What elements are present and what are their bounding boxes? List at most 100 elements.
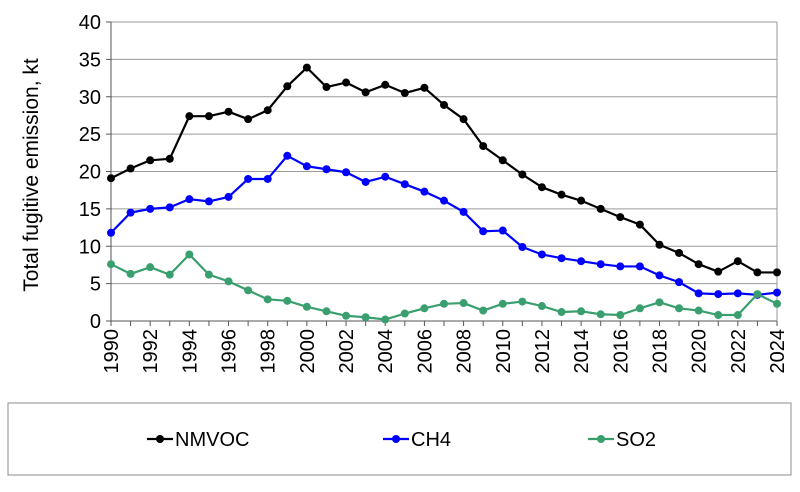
data-point-nmvoc [400, 89, 409, 98]
y-tick-label: 25 [79, 124, 101, 146]
legend-label: CH4 [411, 429, 451, 451]
data-point-nmvoc [616, 213, 625, 222]
data-point-nmvoc [185, 112, 194, 121]
legend-item-ch4: CH4 [383, 429, 451, 451]
x-tick-label: 2014 [571, 329, 593, 374]
axes [106, 21, 778, 326]
x-tick-label: 2000 [297, 329, 319, 374]
data-point-nmvoc [165, 154, 174, 163]
data-point-nmvoc [459, 115, 468, 124]
data-point-ch4 [459, 207, 468, 216]
data-point-ch4 [714, 290, 723, 299]
y-tick-label: 40 [79, 12, 101, 34]
data-point-nmvoc [283, 82, 292, 91]
series-so2 [107, 250, 781, 324]
x-tick-label: 2016 [610, 329, 632, 374]
data-point-so2 [537, 302, 546, 311]
data-point-ch4 [675, 278, 684, 287]
data-point-so2 [263, 295, 272, 304]
x-tick-label: 2006 [414, 329, 436, 374]
data-point-ch4 [557, 254, 566, 263]
data-point-ch4 [596, 260, 605, 269]
x-tick-label: 2018 [649, 329, 671, 374]
x-tick-label: 2004 [375, 329, 397, 374]
x-tick-label: 2024 [767, 329, 789, 374]
y-tick-labels: 0 5 10 15 20 25 30 35 40 [79, 12, 101, 333]
data-point-nmvoc [381, 80, 390, 89]
x-tick-label: 1992 [140, 329, 162, 374]
data-point-so2 [616, 311, 625, 320]
data-point-nmvoc [420, 83, 429, 92]
legend-marker [392, 435, 400, 443]
data-point-so2 [224, 277, 233, 286]
legend-marker [156, 435, 164, 443]
data-point-ch4 [381, 172, 390, 181]
x-tick-label: 2020 [689, 329, 711, 374]
data-point-nmvoc [342, 78, 351, 87]
data-point-nmvoc [577, 196, 586, 205]
y-tick-label: 35 [79, 49, 101, 71]
legend-label: NMVOC [175, 429, 249, 451]
data-point-nmvoc [655, 240, 664, 249]
data-point-ch4 [283, 151, 292, 160]
data-point-so2 [283, 296, 292, 305]
x-tick-label: 2010 [493, 329, 515, 374]
data-point-nmvoc [361, 88, 370, 97]
data-point-ch4 [537, 250, 546, 259]
data-point-ch4 [185, 195, 194, 204]
x-tick-labels: 1990 1992 1994 1996 1998 2000 2002 2004 2006 2008… [101, 329, 789, 374]
legend-marker [597, 435, 605, 443]
data-point-ch4 [204, 197, 213, 206]
data-point-ch4 [263, 174, 272, 183]
data-point-so2 [400, 309, 409, 318]
data-point-so2 [165, 270, 174, 279]
data-point-so2 [733, 311, 742, 320]
legend-item-so2: SO2 [588, 429, 656, 451]
data-point-so2 [107, 260, 115, 269]
data-point-so2 [577, 307, 586, 316]
y-tick-label: 20 [79, 162, 101, 184]
data-point-so2 [361, 313, 370, 322]
data-point-so2 [498, 299, 507, 308]
data-point-so2 [655, 298, 664, 307]
series-line-nmvoc [110, 66, 777, 274]
y-tick-label: 30 [79, 87, 101, 109]
data-point-ch4 [518, 242, 527, 251]
data-point-nmvoc [224, 107, 233, 116]
data-point-ch4 [126, 208, 135, 217]
data-point-so2 [773, 299, 781, 308]
y-tick-label: 15 [79, 199, 101, 221]
data-point-nmvoc [537, 183, 546, 192]
data-point-nmvoc [440, 100, 448, 109]
data-point-nmvoc [302, 63, 311, 72]
data-point-nmvoc [773, 268, 781, 277]
x-tick-label: 1994 [179, 329, 201, 374]
legend: NMVOC CH4 SO2 [147, 429, 656, 451]
data-point-nmvoc [675, 248, 684, 257]
series-ch4 [107, 151, 781, 299]
y-tick-label: 5 [90, 274, 101, 296]
data-point-nmvoc [322, 83, 331, 92]
x-tick-label: 1990 [101, 329, 123, 374]
data-point-ch4 [361, 177, 370, 186]
data-point-ch4 [498, 226, 507, 235]
data-point-so2 [420, 304, 429, 313]
data-point-so2 [596, 310, 605, 319]
data-point-ch4 [342, 168, 351, 177]
data-point-so2 [322, 307, 331, 316]
gridlines [111, 21, 777, 285]
data-point-ch4 [733, 289, 742, 298]
data-point-so2 [381, 315, 390, 324]
data-point-nmvoc [126, 164, 135, 173]
data-point-ch4 [616, 262, 625, 271]
data-point-nmvoc [714, 267, 723, 276]
data-point-ch4 [107, 228, 115, 237]
x-tick-label: 2008 [454, 329, 476, 374]
data-point-so2 [146, 263, 155, 272]
data-point-nmvoc [146, 156, 155, 165]
data-point-nmvoc [694, 260, 703, 269]
data-point-ch4 [420, 187, 429, 196]
data-point-so2 [675, 304, 684, 313]
data-point-nmvoc [557, 190, 566, 199]
